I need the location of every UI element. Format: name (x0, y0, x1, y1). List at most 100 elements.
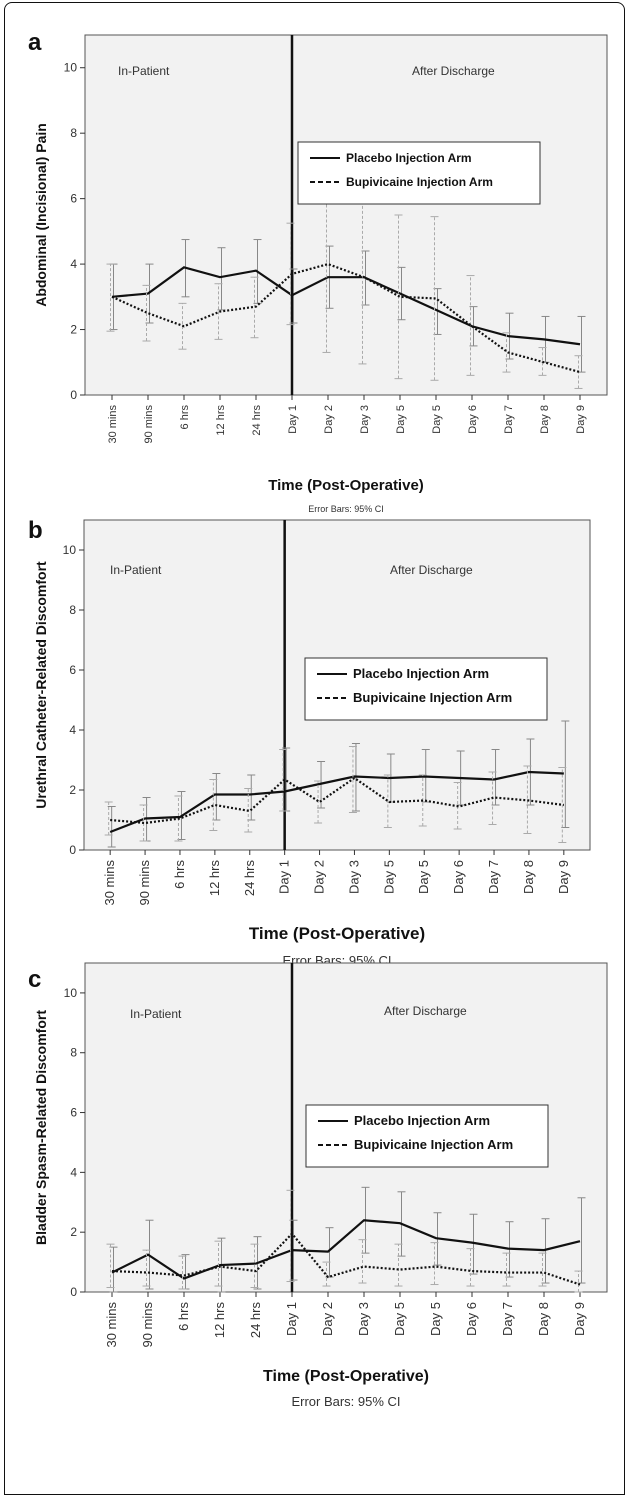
legend-entry: Bupivicaine Injection Arm (353, 690, 512, 705)
y-tick-label: 8 (70, 1046, 77, 1060)
x-tick-label: 6 hrs (176, 1302, 191, 1331)
region-label-after-discharge: After Discharge (412, 64, 495, 78)
region-label-after-discharge: After Discharge (390, 563, 473, 577)
x-tick-label: 90 mins (140, 1302, 155, 1348)
y-tick-label: 6 (70, 192, 77, 206)
x-tick-label: Day 8 (536, 1302, 551, 1336)
series-bupivicaine (106, 181, 583, 389)
x-tick-label: 24 hrs (242, 860, 257, 897)
region-label-in-patient: In-Patient (130, 1007, 182, 1021)
x-axis-label: Time (Post-Operative) (268, 477, 424, 494)
legend: Placebo Injection Arm Bupivicaine Injecti… (297, 141, 541, 205)
legend: Placebo Injection Arm Bupivicaine Injecti… (304, 657, 548, 721)
x-tick-label: Day 8 (521, 860, 536, 894)
legend: Placebo Injection Arm Bupivicaine Injecti… (305, 1104, 549, 1168)
x-tick-label: 12 hrs (215, 405, 227, 436)
x-tick-label: Day 9 (556, 860, 571, 894)
legend-entry: Placebo Injection Arm (346, 151, 472, 165)
region-label-in-patient: In-Patient (110, 563, 162, 577)
y-tick-label: 6 (70, 1106, 77, 1120)
x-tick-label: Day 5 (395, 405, 407, 434)
x-tick-label: Day 5 (416, 860, 431, 894)
figure-frame (4, 2, 625, 1495)
y-tick-label: 2 (69, 783, 76, 797)
x-tick-label: 6 hrs (179, 405, 191, 430)
legend-entry: Bupivicaine Injection Arm (346, 175, 493, 189)
x-axis-label: Time (Post-Operative) (249, 924, 425, 943)
x-tick-label: 30 mins (102, 860, 117, 906)
chart-panel-b: b 0 2 4 6 8 10 Urethral Catheter-Related Discom… (28, 517, 591, 968)
x-tick-label: Day 8 (539, 405, 551, 434)
x-tick-label: Day 6 (467, 405, 479, 434)
error-bar-note: Error Bars: 95% CI (308, 504, 384, 514)
panel-letter: c (28, 966, 41, 993)
y-tick-label: 0 (69, 843, 76, 857)
x-tick-label: 90 mins (143, 405, 155, 444)
legend-entry: Bupivicaine Injection Arm (354, 1137, 513, 1152)
y-tick-label: 4 (70, 1165, 77, 1179)
x-tick-label: Day 9 (575, 405, 587, 434)
panel-letter: a (28, 29, 42, 56)
x-tick-label: Day 2 (320, 1302, 335, 1336)
y-tick-label: 6 (69, 663, 76, 677)
x-tick-label: Day 2 (323, 405, 335, 434)
x-axis-label: Time (Post-Operative) (263, 1368, 429, 1385)
legend-box (297, 141, 541, 205)
series-line (111, 266, 581, 346)
x-tick-label: Day 7 (500, 1302, 515, 1336)
x-tick-label: 12 hrs (212, 1302, 227, 1339)
y-axis-label: Abdominal (Incisional) Pain (33, 123, 49, 307)
series-bupivicaine (106, 1189, 583, 1293)
x-tick-label: Day 1 (284, 1302, 299, 1336)
plot-area (84, 34, 608, 396)
y-axis-label: Bladder Spasm-Related Discomfort (33, 1010, 49, 1245)
region-label-in-patient: In-Patient (118, 64, 170, 78)
x-tick-label: 24 hrs (248, 1302, 263, 1339)
y-tick-label: 4 (70, 257, 77, 271)
y-tick-label: 4 (69, 723, 76, 737)
series-line (110, 776, 564, 825)
x-tick-label: Day 5 (431, 405, 443, 434)
panel-letter: b (28, 517, 43, 544)
legend-box (304, 657, 548, 721)
x-tick-label: Day 5 (381, 860, 396, 894)
y-tick-label: 8 (69, 603, 76, 617)
series-line (111, 1232, 581, 1286)
y-tick-label: 10 (63, 543, 77, 557)
x-tick-label: Day 6 (451, 860, 466, 894)
y-axis-label: Urethral Catheter-Related Discomfort (33, 561, 49, 809)
legend-entry: Placebo Injection Arm (354, 1113, 490, 1128)
x-tick-label: Day 7 (486, 860, 501, 894)
y-tick-label: 2 (70, 1225, 77, 1239)
x-tick-label: 30 mins (107, 405, 119, 444)
x-tick-label: Day 3 (346, 860, 361, 894)
error-bar-note: Error Bars: 95% CI (291, 1394, 400, 1409)
x-tick-label: 30 mins (104, 1302, 119, 1348)
series-bupivicaine (104, 746, 567, 843)
x-tick-label: Day 3 (356, 1302, 371, 1336)
y-tick-label: 10 (64, 61, 78, 75)
region-label-after-discharge: After Discharge (384, 1004, 467, 1018)
x-tick-label: Day 9 (572, 1302, 587, 1336)
y-tick-label: 2 (70, 323, 77, 337)
x-tick-label: 24 hrs (251, 405, 263, 436)
x-tick-label: 6 hrs (172, 860, 187, 889)
series-line (111, 262, 581, 374)
y-tick-label: 0 (70, 1285, 77, 1299)
x-tick-label: Day 2 (312, 860, 327, 894)
x-tick-label: Day 1 (277, 860, 292, 894)
y-tick-label: 8 (70, 126, 77, 140)
x-tick-label: Day 7 (503, 405, 515, 434)
series-line (109, 770, 564, 834)
y-tick-label: 10 (64, 986, 78, 1000)
y-tick-label: 0 (70, 388, 77, 402)
legend-box (305, 1104, 549, 1168)
x-tick-label: Day 5 (392, 1302, 407, 1336)
series-line (111, 1219, 581, 1280)
x-tick-label: Day 3 (359, 405, 371, 434)
x-tick-label: 12 hrs (207, 860, 222, 897)
x-tick-label: Day 5 (428, 1302, 443, 1336)
chart-panel-c: c 0 2 4 6 8 10 Bladder Spasm-Related Discomfort… (28, 962, 608, 1409)
chart-panel-a: a 0 2 4 6 8 10 Abdominal (Incisional) Pain 30 mi… (28, 29, 608, 514)
